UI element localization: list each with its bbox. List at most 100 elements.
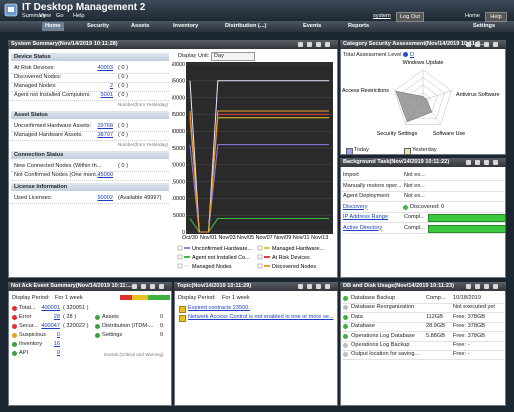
row-rule (11, 90, 169, 92)
panel-icon[interactable] (475, 160, 480, 165)
row-rule (11, 170, 169, 172)
panel-icon[interactable] (475, 42, 480, 47)
panel-icon[interactable] (325, 284, 330, 289)
task-label[interactable]: Active Directory (343, 224, 383, 231)
row-value[interactable]: 45000 (97, 172, 113, 178)
panel-icon[interactable] (298, 42, 303, 47)
total-assessment-value[interactable]: D (410, 52, 415, 58)
event-label: Suspicious (19, 332, 47, 338)
panel-icon[interactable] (484, 284, 489, 289)
user-name[interactable]: system (373, 13, 391, 19)
topic-icon (179, 315, 186, 322)
menu-item[interactable]: Summary (22, 13, 46, 19)
display-unit-select[interactable]: Day (211, 52, 255, 61)
row-label: Managed Hardware Assets: (14, 132, 83, 138)
panel-icon[interactable] (484, 42, 489, 47)
tab[interactable]: Settings (473, 23, 496, 29)
task-status: Not ex... (404, 193, 425, 199)
panel-icon[interactable] (493, 284, 498, 289)
tab[interactable]: Distribution (...) (225, 23, 267, 29)
y-tick-label: 10000 (172, 196, 185, 202)
db-icon (343, 296, 348, 301)
panel-header: Topic(Nov/14/2019 10:11:29) (174, 282, 338, 291)
event-label: Total... (19, 305, 36, 311)
tab[interactable]: Reports (348, 23, 370, 29)
task-label[interactable]: IP Address Range (343, 214, 388, 220)
help-button[interactable]: Help (485, 12, 507, 22)
panel-icon[interactable] (466, 160, 471, 165)
db-size: Comp... (426, 295, 446, 301)
event-value[interactable]: 0 (56, 332, 60, 338)
y-tick-label: 20000 (172, 163, 185, 169)
tab[interactable]: Security (87, 23, 110, 29)
row-value[interactable]: 38707 (97, 132, 113, 138)
radar-axis-label: Windows Update (403, 60, 444, 66)
task-status: Compl... (404, 224, 425, 231)
total-assessment-icon (403, 52, 408, 57)
row-rule (342, 232, 504, 234)
tab[interactable]: Inventory (173, 23, 199, 29)
row-rule (342, 331, 504, 333)
menu-item[interactable]: View (39, 13, 52, 19)
panel-icon[interactable] (316, 42, 321, 47)
row-value[interactable]: 29768 (97, 123, 113, 129)
db-name: Database Reorganization (351, 304, 415, 311)
menu-item[interactable]: Go (56, 13, 64, 19)
legend-swatch (184, 247, 190, 249)
panel-icon[interactable] (307, 284, 312, 289)
event-value[interactable]: 400047 (41, 323, 60, 329)
topic-link[interactable]: Network Access Control is not enabled in… (188, 314, 334, 320)
panel-icon[interactable] (150, 284, 155, 289)
period-value: For 1 week (55, 295, 83, 301)
series-line (189, 80, 329, 233)
topic-link[interactable]: Expired contracts 23500. (188, 305, 250, 311)
tab[interactable]: Assets (131, 23, 150, 29)
db-name: Database Backup (351, 295, 396, 301)
panel-icon[interactable] (316, 284, 321, 289)
panel-icon[interactable] (298, 284, 303, 289)
task-label[interactable]: Discovery (343, 203, 368, 210)
menu-item[interactable]: Help (73, 13, 85, 19)
event-icon (12, 306, 17, 311)
row-value[interactable]: 2 (109, 83, 113, 89)
panel-icon[interactable] (475, 284, 480, 289)
db-size: 5.88GB (426, 332, 445, 339)
display-unit-label: Display Unit: (178, 53, 210, 59)
row-rule (342, 321, 504, 323)
panel-icon[interactable] (484, 160, 489, 165)
event-label: API (19, 350, 29, 356)
radar-ring (394, 69, 452, 125)
radar-ring (401, 77, 445, 119)
event-value[interactable]: 16 (53, 341, 60, 347)
panel-header: System Summary(Nov/14/2019 10:11:28) (8, 40, 338, 49)
event-label: Settings (102, 332, 123, 338)
total-assessment-label: Total Assessment Level (343, 52, 402, 58)
event-value[interactable]: 0 (56, 350, 60, 356)
logout-button[interactable]: Log Out (396, 12, 424, 22)
panel-icon[interactable] (141, 284, 146, 289)
tab[interactable]: Events (303, 23, 322, 29)
x-tick-label: Nov/09 (274, 235, 291, 241)
panel-icon[interactable] (307, 42, 312, 47)
row-value[interactable]: 50002 (97, 195, 113, 201)
db-name: Operations Log Backup (351, 342, 410, 348)
row-value[interactable]: 5001 (100, 92, 113, 98)
tab[interactable]: Home (42, 22, 64, 31)
home-link[interactable]: Home (465, 13, 480, 19)
panel-icon[interactable] (466, 284, 471, 289)
panel-icon[interactable] (325, 42, 330, 47)
event-value[interactable]: 400091 (41, 305, 60, 311)
x-tick-label: Nov/05 (237, 235, 254, 241)
panel-icon[interactable] (466, 42, 471, 47)
series-line (189, 218, 329, 233)
event-value[interactable]: 28 (53, 314, 60, 320)
panel-icon[interactable] (132, 284, 137, 289)
legend-checkbox (257, 254, 263, 260)
panel-icon[interactable] (493, 160, 498, 165)
row-value[interactable]: 40003 (97, 65, 113, 71)
radar-axis (422, 90, 452, 101)
legend-swatch (264, 265, 270, 267)
panel-icon[interactable] (159, 284, 164, 289)
panel-icon[interactable] (493, 42, 498, 47)
